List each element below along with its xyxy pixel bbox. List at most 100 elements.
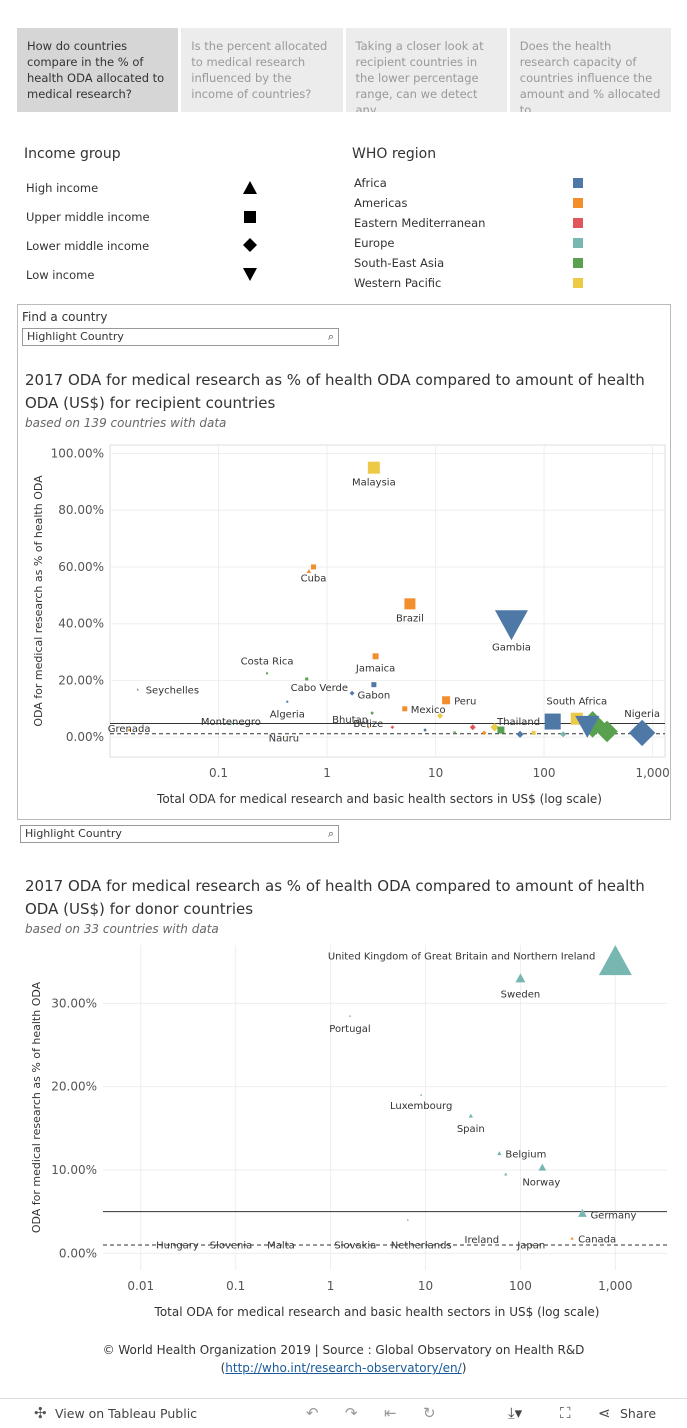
refresh-icon[interactable]: ↻ [423,1404,436,1422]
y-tick-label: 60.00% [58,560,104,574]
point-label: Luxembourg [390,1101,452,1112]
share-button[interactable]: Share [620,1406,657,1421]
revert-icon[interactable]: ⇤ [384,1404,397,1422]
donor-chart-subtitle: based on 33 countries with data [25,922,219,936]
y-tick-label: 20.00% [58,673,104,687]
x-tick-label: 10 [418,1279,433,1293]
point-label: Cabo Verde [291,683,348,694]
point-label: Portugal [329,1024,370,1035]
legend-western-pacific[interactable]: Western Pacific [354,276,442,290]
share-icon[interactable]: ⋖ [598,1404,611,1422]
tab-income-influence[interactable]: Is the percent allocated to medical rese… [181,28,343,112]
legend-africa[interactable]: Africa [354,176,387,190]
legend-americas[interactable]: Americas [354,196,408,210]
region-swatch-americas [573,198,583,208]
data-point-thailand [531,730,536,735]
redo-icon[interactable]: ↷ [345,1404,358,1422]
fullscreen-icon[interactable]: ⛶ [560,1404,571,1422]
point-label: Montenegro [201,717,261,728]
data-point [406,1218,409,1221]
data-point-bhutan [370,711,374,715]
point-label: Bhutan [332,715,368,726]
point-label: Japan [516,1241,545,1252]
point-label: Canada [578,1234,616,1245]
recipient-panel [17,304,671,820]
tab-compare-countries[interactable]: How do countries compare in the % of hea… [17,28,179,112]
point-label: Belgium [505,1149,546,1160]
x-tick-label: 100 [533,766,556,780]
source-link[interactable]: http://who.int/research-observatory/en/ [225,1361,462,1375]
region-swatch-europe [573,238,583,248]
point-label: Hungary [156,1241,199,1252]
point-label: Malaysia [352,478,396,489]
legend-europe[interactable]: Europe [354,236,395,250]
data-point [504,1172,508,1176]
x-tick-label: 1 [323,766,331,780]
data-point [390,725,395,730]
point-label: Nauru [269,733,299,744]
footer-link-line: (http://who.int/research-observatory/en/… [220,1361,467,1375]
y-tick-label: 0.00% [59,1246,97,1260]
data-point-slovenia [219,1245,223,1248]
data-point-cabo-verde [349,690,355,696]
region-swatch-western-pacific [573,278,583,288]
data-point [497,726,505,734]
data-point [481,730,487,736]
point-label: Ireland [465,1235,500,1246]
x-tick-label: 0.1 [226,1279,245,1293]
legend-high-income[interactable]: High income [26,181,99,195]
data-point [516,730,524,738]
point-label: Algeria [270,710,305,721]
data-point-jamaica [372,653,379,660]
tab-lower-range[interactable]: Taking a closer look at recipient countr… [345,28,507,112]
data-point-ireland [494,1243,497,1246]
data-point [490,723,499,732]
point-label: Gambia [492,643,531,654]
point-label: Malta [267,1241,295,1252]
data-point [575,715,600,738]
legend-upper-middle-income[interactable]: Upper middle income [26,210,150,224]
data-point-mexico [402,706,408,712]
search-placeholder: Highlight Country [27,330,124,343]
tableau-logo-icon: ✣ [34,1404,47,1422]
y-tick-label: 40.00% [58,617,104,631]
x-tick-label: 100 [509,1279,532,1293]
legend-lower-middle-income[interactable]: Lower middle income [26,239,150,253]
recipient-chart-subtitle: based on 139 countries with data [25,416,227,430]
income-legend-title: Income group [24,146,121,162]
data-point [469,724,476,731]
legend-south-east-asia[interactable]: South-East Asia [354,256,445,270]
view-on-tableau-public-link[interactable]: View on Tableau Public [55,1406,198,1421]
point-label: United Kingdom of Great Britain and Nort… [328,952,596,963]
point-label: Nigeria [624,709,660,720]
download-icon[interactable]: ⤓▾ [508,1404,523,1422]
data-point [437,712,444,719]
data-point-canada [570,1236,574,1240]
donor-chart-title: 2017 ODA for medical research as % of he… [25,877,645,918]
data-point-norway [538,1163,547,1171]
highlight-country-search-recipient[interactable]: Highlight Country ⌕ [22,328,339,346]
data-point [305,677,309,681]
data-point-gambia [494,610,528,641]
diamond-icon [243,238,257,252]
point-label: Slovakia [334,1241,376,1252]
legend-eastern-mediterranean[interactable]: Eastern Mediterranean [354,216,486,230]
recipient-chart-title: 2017 ODA for medical research as % of he… [25,371,645,412]
point-label: Gabon [358,691,391,702]
point-label: Spain [457,1124,485,1135]
data-point-portugal [348,1014,352,1017]
point-label: Germany [590,1210,636,1221]
highlight-country-search-donor[interactable]: Highlight Country ⌕ [20,825,339,843]
recipient-scatter-chart[interactable]: 0.1 1 10 100 1,000 0.00% 20.00% 40.00% 60.00% 80.… [0,0,687,820]
income-shapes [243,181,257,281]
tab-research-capacity[interactable]: Does the health research capacity of cou… [509,28,671,112]
y-tick-label: 80.00% [58,503,104,517]
data-point-spain [468,1113,474,1118]
undo-icon[interactable]: ↶ [306,1404,319,1422]
legend-low-income[interactable]: Low income [26,268,95,282]
point-label: Grenada [108,724,151,735]
data-point-algeria [286,700,289,703]
point-label: Brazil [396,613,424,624]
donor-scatter-chart[interactable]: 0.01 0.1 1 10 100 1,000 0.00% 10.00% 20.00% 30.00… [0,830,687,1330]
x-tick-label: 0.01 [127,1279,154,1293]
